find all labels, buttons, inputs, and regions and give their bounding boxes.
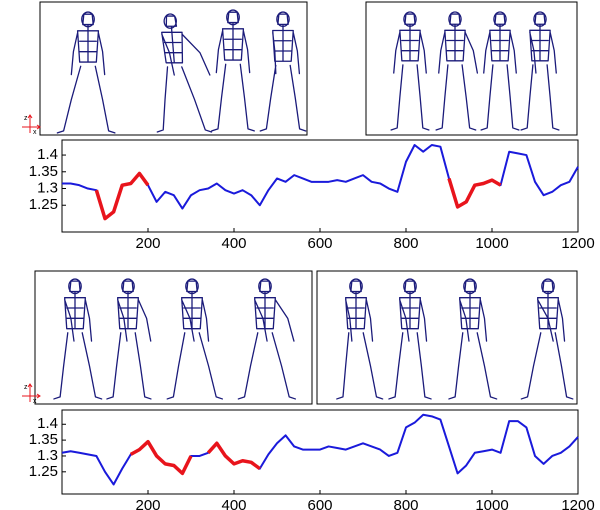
x-tick-label: 400	[221, 235, 246, 252]
axis-icon-label: z	[24, 115, 28, 122]
axis-icon-label: z	[24, 384, 28, 391]
x-tick-label: 1000	[475, 497, 508, 510]
y-tick-label: 1.4	[37, 415, 58, 432]
y-tick-label: 1.3	[37, 447, 58, 464]
y-tick-label: 1.25	[29, 196, 58, 213]
y-tick-label: 1.35	[29, 163, 58, 180]
x-tick-label: 200	[135, 497, 160, 510]
data-line	[62, 145, 578, 219]
figure: 1.251.31.351.420040060080010001200zx1.25…	[0, 0, 600, 510]
x-tick-label: 1200	[561, 497, 594, 510]
x-tick-label: 800	[393, 235, 418, 252]
y-tick-label: 1.4	[37, 146, 58, 163]
data-line	[131, 442, 260, 474]
x-tick-label: 600	[307, 497, 332, 510]
axis-icon-label: x	[33, 398, 37, 405]
x-tick-label: 1000	[475, 235, 508, 252]
x-tick-label: 800	[393, 497, 418, 510]
y-tick-label: 1.25	[29, 463, 58, 480]
x-tick-label: 600	[307, 235, 332, 252]
axis-icon-label: x	[33, 129, 37, 136]
x-tick-label: 1200	[561, 235, 594, 252]
y-tick-label: 1.35	[29, 431, 58, 448]
x-tick-label: 200	[135, 235, 160, 252]
data-line	[96, 173, 500, 218]
x-tick-label: 400	[221, 497, 246, 510]
y-tick-label: 1.3	[37, 179, 58, 196]
